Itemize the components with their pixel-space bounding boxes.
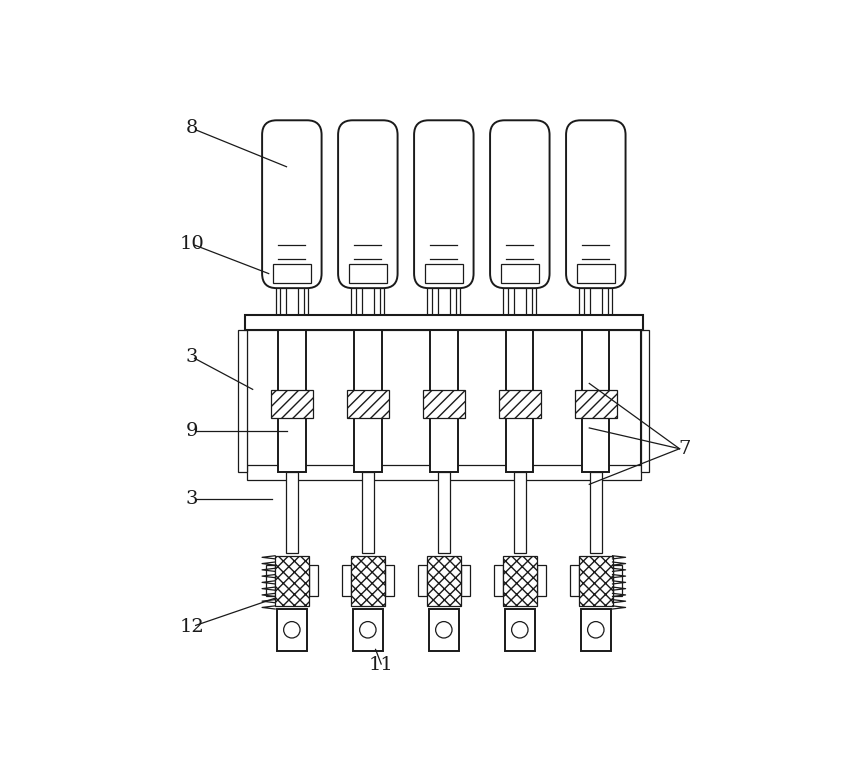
Bar <box>514 274 526 315</box>
Bar <box>503 556 537 606</box>
Bar <box>537 565 546 596</box>
Bar <box>349 264 387 283</box>
FancyBboxPatch shape <box>414 120 474 288</box>
Circle shape <box>284 621 300 638</box>
Bar <box>430 330 436 473</box>
Bar <box>273 264 311 283</box>
Bar <box>428 274 432 315</box>
Bar <box>238 330 247 473</box>
Bar <box>379 274 385 315</box>
Bar <box>579 274 584 315</box>
Bar <box>574 390 617 419</box>
Bar <box>279 330 284 473</box>
Text: 3: 3 <box>185 348 197 365</box>
Bar <box>641 330 650 473</box>
Bar <box>304 221 309 274</box>
Bar <box>579 556 612 606</box>
Circle shape <box>588 621 604 638</box>
Bar <box>275 556 308 606</box>
Bar <box>501 264 539 283</box>
Bar <box>286 473 298 553</box>
Circle shape <box>436 621 452 638</box>
Bar <box>304 274 308 315</box>
Bar <box>461 565 469 596</box>
Bar <box>247 330 641 473</box>
Bar <box>275 274 280 315</box>
Text: 3: 3 <box>185 490 197 508</box>
Bar <box>507 330 512 473</box>
FancyBboxPatch shape <box>566 120 625 288</box>
Bar <box>376 330 381 473</box>
Bar <box>275 221 280 274</box>
Bar <box>308 565 318 596</box>
Bar <box>494 565 503 596</box>
Bar <box>247 466 641 480</box>
Bar <box>583 330 588 473</box>
Bar <box>346 390 389 419</box>
Bar <box>430 330 457 473</box>
Text: 12: 12 <box>179 618 204 636</box>
FancyBboxPatch shape <box>338 120 397 288</box>
Bar <box>245 315 643 330</box>
Text: 10: 10 <box>179 235 204 253</box>
Bar <box>352 609 383 651</box>
Bar <box>429 609 459 651</box>
Bar <box>342 565 351 596</box>
Bar <box>423 390 465 419</box>
Bar <box>608 221 613 274</box>
Text: 7: 7 <box>678 439 690 458</box>
Bar <box>276 609 307 651</box>
Bar <box>286 274 298 315</box>
Bar <box>266 565 275 596</box>
Bar <box>452 330 457 473</box>
Bar <box>385 565 394 596</box>
Bar <box>533 221 537 274</box>
Bar <box>590 473 602 553</box>
FancyBboxPatch shape <box>262 120 321 288</box>
Bar <box>418 565 427 596</box>
Bar <box>351 556 385 606</box>
Bar <box>612 565 622 596</box>
Bar <box>608 274 612 315</box>
Bar <box>502 221 507 274</box>
Bar <box>456 274 460 315</box>
Bar <box>362 473 374 553</box>
Bar <box>532 274 536 315</box>
Bar <box>427 221 431 274</box>
Bar <box>437 274 450 315</box>
Bar <box>499 390 541 419</box>
Bar <box>380 221 385 274</box>
Bar <box>354 330 382 473</box>
Bar <box>580 609 611 651</box>
Bar <box>278 330 306 473</box>
Bar <box>300 330 305 473</box>
Text: 8: 8 <box>185 120 197 137</box>
Bar <box>578 221 584 274</box>
Circle shape <box>512 621 528 638</box>
FancyBboxPatch shape <box>490 120 550 288</box>
Bar <box>514 473 526 553</box>
Bar <box>503 274 508 315</box>
Bar <box>427 556 461 606</box>
Bar <box>355 330 359 473</box>
Bar <box>270 390 313 419</box>
Bar <box>362 274 374 315</box>
Bar <box>604 330 609 473</box>
Bar <box>528 330 533 473</box>
Bar <box>425 264 462 283</box>
Bar <box>351 221 355 274</box>
Text: 9: 9 <box>185 422 197 440</box>
Bar <box>577 264 615 283</box>
Circle shape <box>359 621 376 638</box>
Bar <box>590 274 602 315</box>
Bar <box>582 330 610 473</box>
Bar <box>437 473 450 553</box>
Bar <box>505 609 535 651</box>
Text: 11: 11 <box>369 656 394 674</box>
Bar <box>506 330 533 473</box>
Bar <box>570 565 579 596</box>
Bar <box>352 274 356 315</box>
Bar <box>456 221 461 274</box>
